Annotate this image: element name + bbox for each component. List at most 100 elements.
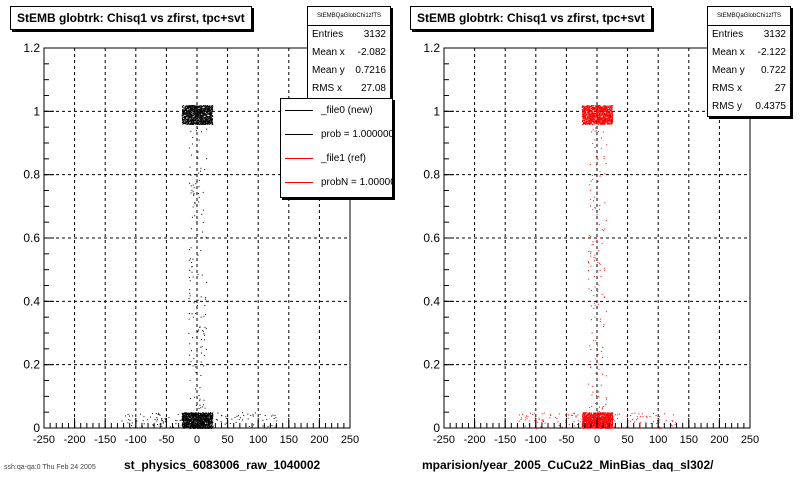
left-scatter-point — [201, 121, 203, 123]
left-scatter-point — [198, 197, 200, 199]
left-scatter-point — [192, 422, 194, 424]
left-scatter-point — [185, 425, 187, 427]
left-scatter-point — [191, 216, 193, 218]
right-scatter-point — [604, 425, 606, 427]
left-scatter-point — [205, 417, 207, 419]
left-scatter-point — [211, 423, 213, 425]
right-scatter-point — [672, 420, 674, 422]
right-scatter-point — [588, 422, 590, 424]
right-scatter-point — [602, 416, 604, 418]
right-scatter-point — [605, 423, 607, 425]
right-scatter-point — [598, 413, 600, 415]
right-scatter-point — [605, 417, 607, 419]
right-scatter-point — [611, 123, 613, 125]
left-scatter-point — [202, 105, 204, 107]
left-scatter-point — [190, 247, 192, 249]
left-scatter-point — [205, 424, 207, 426]
left-scatter-point — [205, 424, 207, 426]
right-scatter-point — [586, 426, 588, 428]
left-scatter-point — [184, 423, 186, 425]
left-scatter-point — [192, 258, 194, 260]
left-y-tick-label: 0.8 — [23, 168, 40, 182]
right-scatter-point — [612, 422, 614, 424]
right-scatter-point — [611, 413, 613, 415]
right-scatter-point — [591, 416, 593, 418]
left-scatter-point — [192, 417, 194, 419]
left-scatter-point — [210, 415, 212, 417]
left-scatter-point — [215, 419, 217, 421]
right-scatter-point — [584, 117, 586, 119]
left-scatter-point — [200, 425, 202, 427]
left-scatter-point — [203, 114, 205, 116]
right-scatter-point — [593, 422, 595, 424]
right-scatter-point — [609, 423, 611, 425]
right-scatter-point — [585, 418, 587, 420]
left-scatter-point — [237, 415, 239, 417]
right-scatter-point — [596, 412, 598, 414]
right-scatter-point — [607, 115, 609, 117]
left-scatter-point — [197, 110, 199, 112]
right-scatter-point — [610, 121, 612, 123]
right-scatter-point — [601, 122, 603, 124]
left-scatter-point — [194, 413, 196, 415]
right-scatter-point — [605, 118, 607, 120]
left-scatter-point — [271, 415, 273, 417]
left-scatter-point — [183, 416, 185, 418]
right-scatter-point — [602, 108, 604, 110]
right-scatter-point — [612, 427, 614, 429]
right-scatter-point — [591, 421, 593, 423]
left-scatter-point — [188, 417, 190, 419]
left-scatter-point — [274, 415, 276, 417]
left-scatter-point — [264, 415, 266, 417]
right-scatter-point — [583, 116, 585, 118]
left-scatter-point — [194, 396, 196, 398]
left-scatter-point — [225, 416, 227, 418]
left-scatter-point — [206, 427, 208, 429]
left-scatter-point — [189, 420, 191, 422]
right-scatter-point — [607, 105, 609, 107]
right-scatter-point — [603, 419, 605, 421]
left-scatter-point — [199, 398, 201, 400]
left-scatter-point — [187, 113, 189, 115]
right-scatter-point — [617, 414, 619, 416]
left-scatter-point — [195, 123, 197, 125]
right-scatter-point — [608, 115, 610, 117]
right-scatter-point — [607, 111, 609, 113]
right-scatter-point — [595, 422, 597, 424]
right-scatter-point — [595, 420, 597, 422]
left-scatter-point — [206, 412, 208, 414]
left-scatter-point — [210, 415, 212, 417]
right-scatter-point — [610, 118, 612, 120]
left-scatter-point — [187, 119, 189, 121]
left-scatter-point — [203, 422, 205, 424]
right-scatter-point — [595, 115, 597, 117]
right-scatter-point — [596, 122, 598, 124]
right-scatter-point — [609, 422, 611, 424]
right-scatter-point — [601, 118, 603, 120]
left-scatter-point — [185, 123, 187, 125]
left-scatter-point — [200, 352, 202, 354]
left-scatter-point — [182, 107, 184, 109]
right-scatter-point — [584, 123, 586, 125]
right-scatter-point — [598, 120, 600, 122]
left-scatter-point — [193, 427, 195, 429]
left-scatter-point — [205, 123, 207, 125]
left-scatter-point — [205, 419, 207, 421]
left-scatter-point — [199, 119, 201, 121]
left-scatter-point — [199, 113, 201, 115]
right-scatter-point — [600, 414, 602, 416]
right-scatter-point — [587, 110, 589, 112]
left-scatter-point — [182, 422, 184, 424]
left-scatter-point — [186, 113, 188, 115]
right-scatter-point — [579, 421, 581, 423]
left-scatter-point — [191, 154, 193, 156]
left-y-tick-label: 0.4 — [23, 294, 40, 308]
left-scatter-point — [192, 424, 194, 426]
left-scatter-point — [191, 421, 193, 423]
left-scatter-point — [192, 112, 194, 114]
left-scatter-point — [211, 105, 213, 107]
left-scatter-point — [196, 416, 198, 418]
left-scatter-point — [201, 413, 203, 415]
right-scatter-point — [603, 420, 605, 422]
left-scatter-point — [204, 117, 206, 119]
